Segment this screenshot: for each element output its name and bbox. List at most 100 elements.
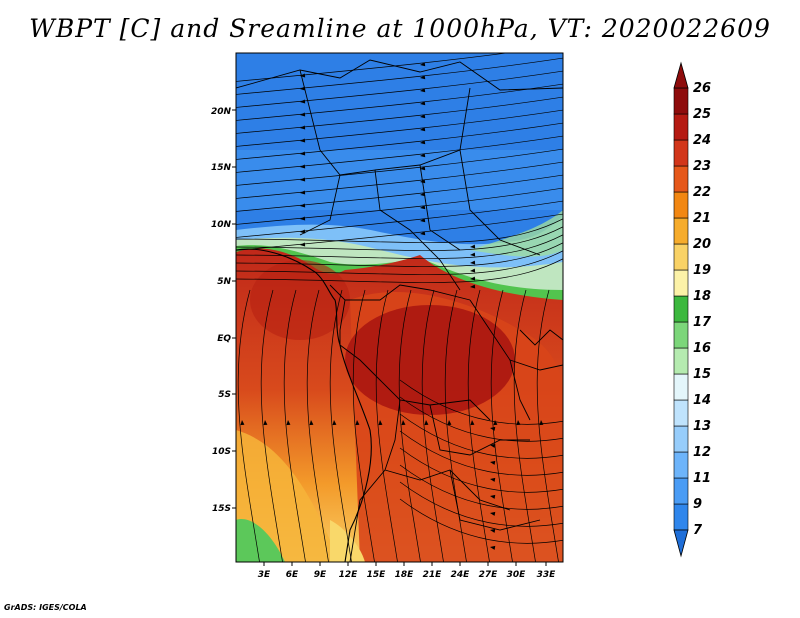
streamline xyxy=(236,53,510,82)
colorbar-box xyxy=(673,321,689,349)
streamline xyxy=(236,109,563,147)
streamline-arrowhead xyxy=(420,114,426,119)
streamline-arrowhead xyxy=(240,420,245,426)
streamline xyxy=(236,57,563,95)
lon-label: 9E xyxy=(314,570,327,580)
lat-label: 10S xyxy=(212,447,231,457)
streamline-arrowhead xyxy=(355,420,360,426)
colorbar-label: 24 xyxy=(693,133,711,148)
streamline-arrowhead xyxy=(300,177,306,182)
streamline xyxy=(236,161,563,199)
streamline-arrowhead xyxy=(420,153,426,158)
streamline-arrowhead xyxy=(300,99,306,104)
lon-label: 21E xyxy=(423,570,443,580)
streamline xyxy=(236,200,563,238)
colorbar-label: 9 xyxy=(693,497,702,512)
streamline-arrowhead xyxy=(490,426,496,431)
streamline-arrowhead xyxy=(470,420,475,426)
streamline-arrowhead xyxy=(420,192,426,197)
colorbar-top-triangle xyxy=(673,61,689,89)
lat-label: 15S xyxy=(212,504,231,514)
streamline xyxy=(236,174,563,212)
temperature-field xyxy=(236,53,563,562)
colorbar-label: 17 xyxy=(693,315,712,330)
colorbar-label: 16 xyxy=(693,341,711,356)
colorbar-label: 18 xyxy=(693,289,711,304)
streamline-arrowhead xyxy=(401,420,406,426)
streamline-arrowhead xyxy=(420,101,426,106)
colorbar-box xyxy=(673,373,689,401)
streamline-arrowhead xyxy=(516,420,521,426)
streamline-arrowhead xyxy=(300,229,306,234)
streamline xyxy=(236,187,563,225)
streamline xyxy=(237,289,260,562)
streamline-arrowhead xyxy=(470,244,476,249)
streamline xyxy=(236,234,563,259)
streamline-arrowhead xyxy=(300,216,306,221)
streamline-arrowhead xyxy=(490,545,496,550)
colorbar-box xyxy=(673,503,689,531)
colorbar-label: 20 xyxy=(693,237,711,252)
coastline xyxy=(236,248,372,562)
streamline xyxy=(398,289,421,562)
streamline-arrowhead xyxy=(286,420,291,426)
colorbar-box xyxy=(673,399,689,427)
streamline-arrowhead xyxy=(263,420,268,426)
colorbar-bottom-triangle xyxy=(673,529,689,558)
colorbar-box xyxy=(673,243,689,271)
colorbar-label: 15 xyxy=(693,367,711,382)
streamline-arrowhead xyxy=(470,284,476,289)
lon-label: 18E xyxy=(395,570,415,580)
lon-label: 3E xyxy=(258,570,271,580)
latitude-labels: 20N 15N 10N 5N EQ 5S 10S 15S xyxy=(211,107,232,514)
streamline-arrowhead xyxy=(490,477,496,482)
streamline-arrowhead xyxy=(420,75,426,80)
lon-label: 27E xyxy=(479,570,499,580)
map-frame xyxy=(235,52,564,563)
streamline xyxy=(236,218,563,243)
streamline-arrowhead xyxy=(309,420,314,426)
streamline-arrowhead xyxy=(420,127,426,132)
streamline xyxy=(236,122,563,160)
streamline xyxy=(236,242,563,267)
axis-ticks xyxy=(232,109,547,566)
streamline xyxy=(236,83,563,121)
streamline-arrowhead xyxy=(470,276,476,281)
colorbar-label: 21 xyxy=(693,211,711,226)
colorbar-box xyxy=(673,347,689,375)
streamline xyxy=(306,289,329,562)
streamline xyxy=(236,258,563,283)
streamline xyxy=(329,289,352,562)
streamline-arrowhead xyxy=(470,260,476,265)
colorbar-label: 26 xyxy=(693,81,711,96)
colorbar-label: 7 xyxy=(693,523,703,538)
colorbar-box xyxy=(673,113,689,141)
colorbar-label: 25 xyxy=(693,107,711,122)
colorbar: 7 9 11 12 13 14 15 16 17 18 19 20 21 22 … xyxy=(673,61,712,558)
streamline xyxy=(283,289,306,562)
streamline-arrowhead xyxy=(490,511,496,516)
colorbar-label: 13 xyxy=(693,419,711,434)
streamline-arrowhead xyxy=(300,86,306,91)
lon-label: 6E xyxy=(286,570,299,580)
lat-label: 5S xyxy=(218,390,231,400)
streamline xyxy=(399,379,563,425)
streamline-arrowhead xyxy=(470,252,476,257)
lon-label: 12E xyxy=(339,570,359,580)
streamline-arrowhead xyxy=(300,73,306,78)
streamline xyxy=(399,481,563,527)
streamline xyxy=(236,96,563,134)
colorbar-label: 23 xyxy=(693,159,711,174)
streamline-arrowhead xyxy=(300,151,306,156)
streamline xyxy=(444,289,467,562)
streamline xyxy=(236,250,563,275)
lat-label: 5N xyxy=(217,277,231,287)
streamline-arrowhead xyxy=(300,125,306,130)
streamline-arrows xyxy=(240,62,544,550)
streamline xyxy=(399,447,563,493)
streamline-arrowhead xyxy=(420,166,426,171)
colorbar-box xyxy=(673,269,689,297)
longitude-labels: 3E 6E 9E 12E 15E 18E 21E 24E 27E 30E 33E xyxy=(258,570,556,580)
streamline xyxy=(421,289,444,562)
